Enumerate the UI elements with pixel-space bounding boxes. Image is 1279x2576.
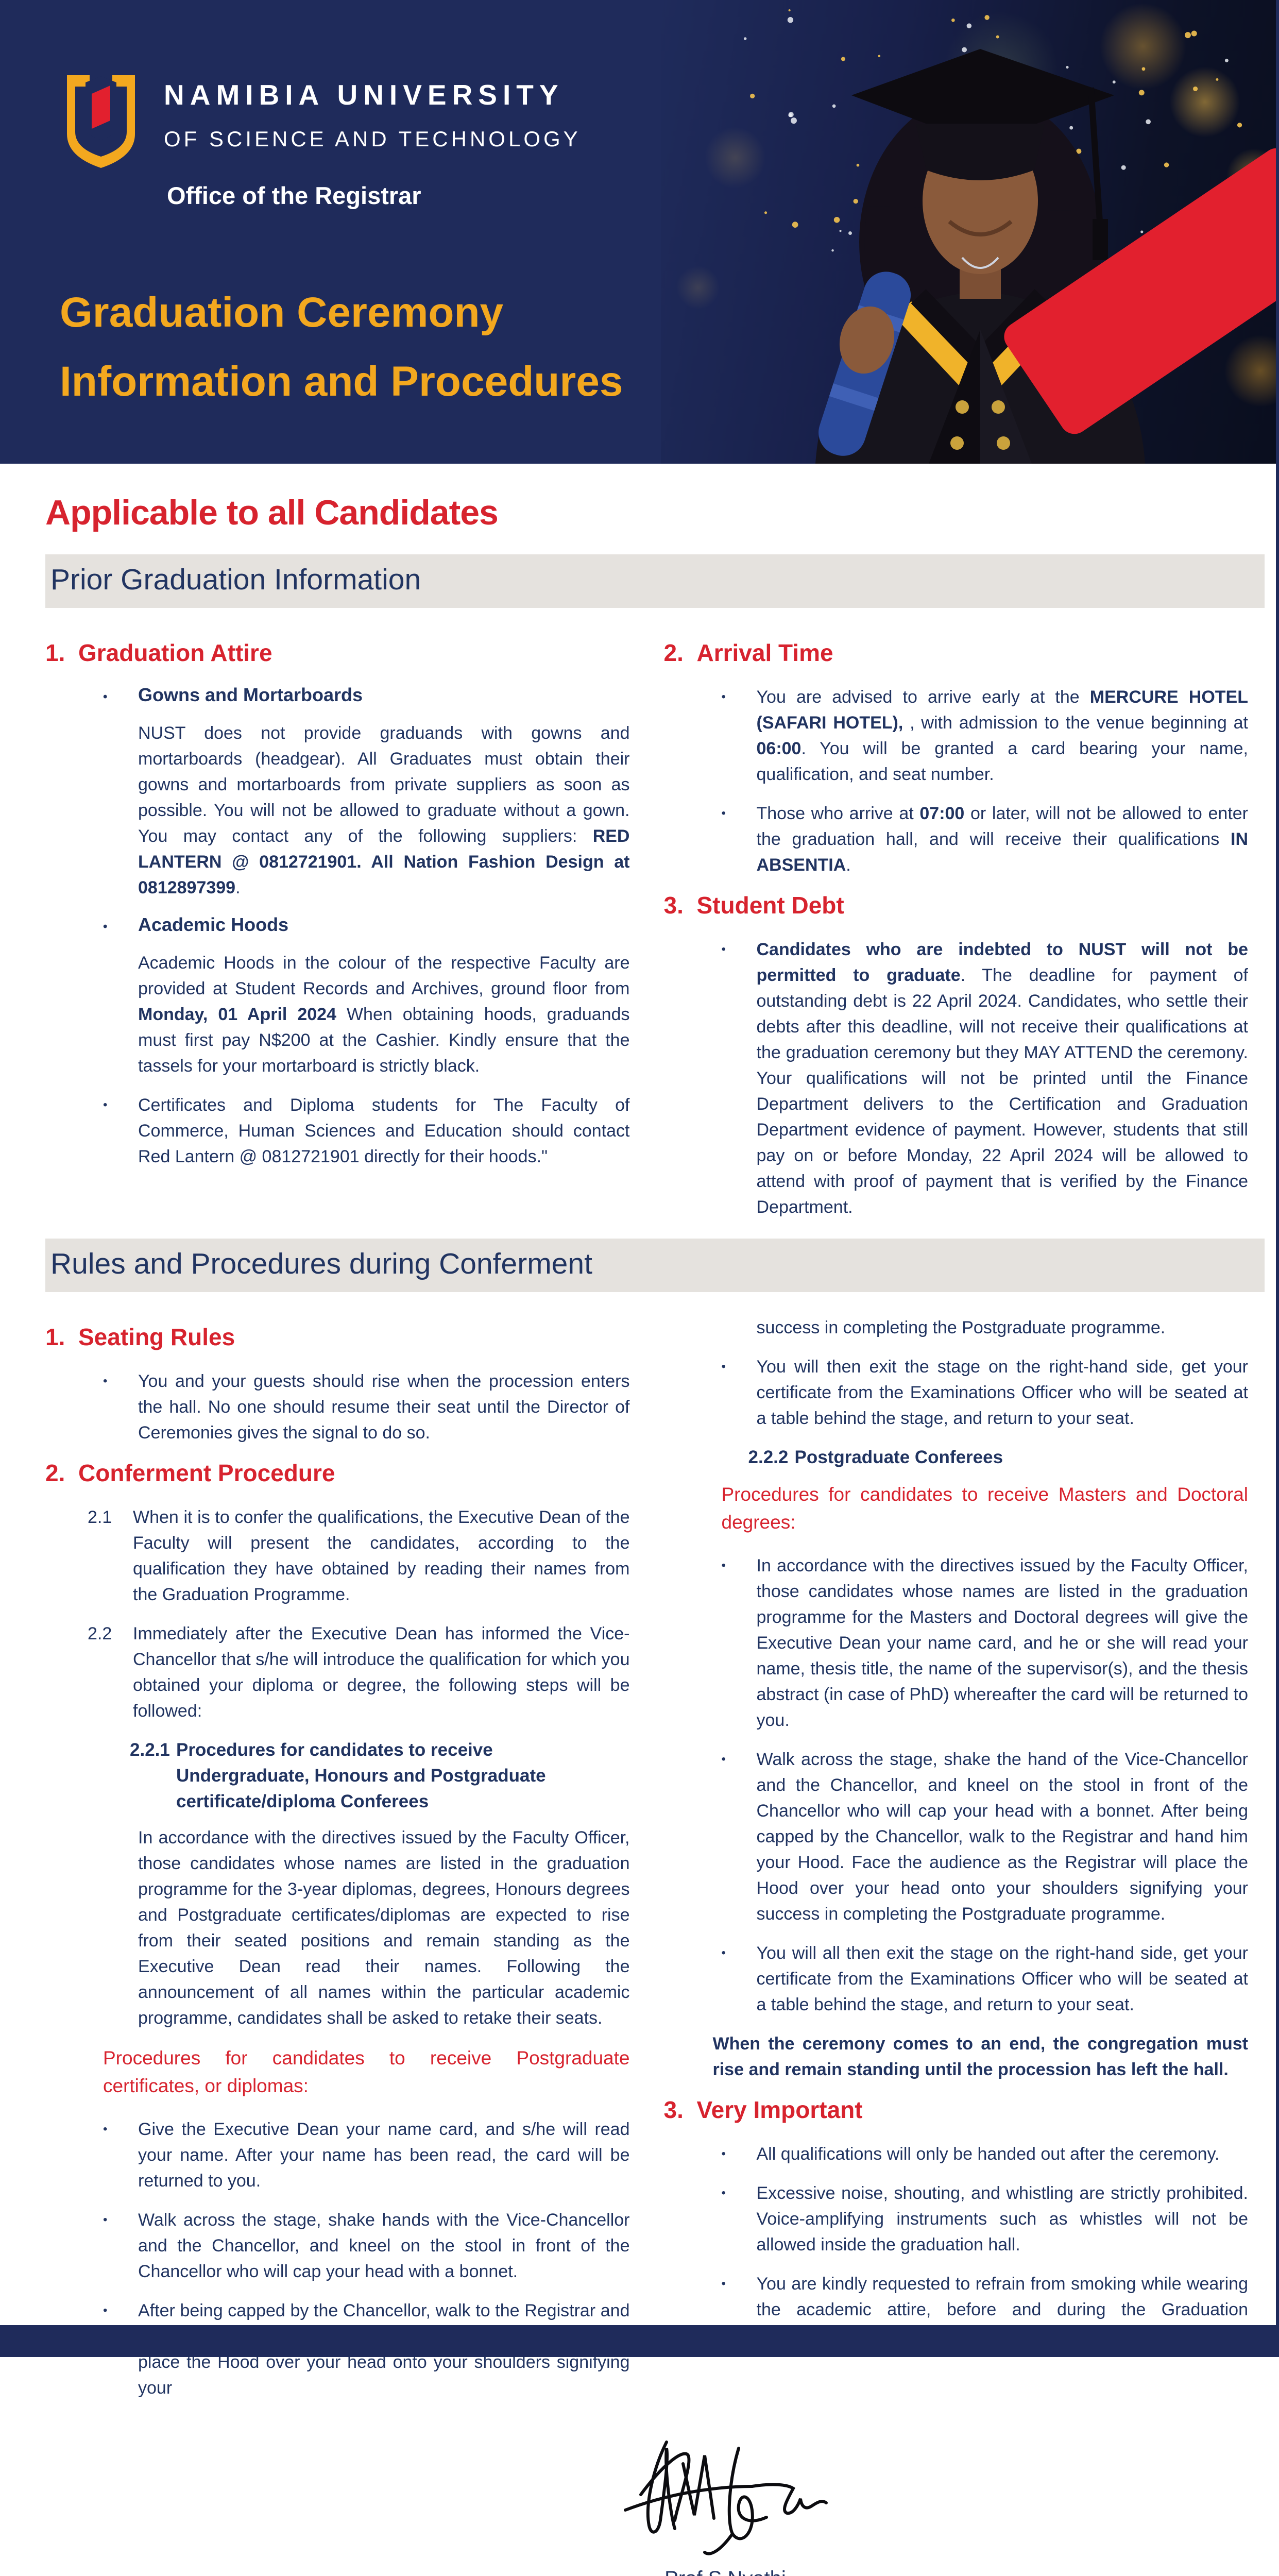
page-title-line1: Graduation Ceremony <box>60 289 504 336</box>
section-banner: Rules and Procedures during Conferment <box>45 1239 1265 1292</box>
left-column: 1. Seating Rules • You and your guests shou… <box>45 1315 630 2414</box>
numbered-subheading: 2.2.2 Postgraduate Conferees <box>748 1447 1003 1467</box>
bullet-item: • Those who arrive at 07:00 or later, wil… <box>721 804 1249 875</box>
university-name: NAMIBIA UNIVERSITY <box>164 79 564 111</box>
section-1: Prior Graduation Information 1. Graduation… <box>45 554 1265 1233</box>
section-heading: 2. Arrival Time <box>663 639 833 666</box>
sections-container: Prior Graduation Information 1. Graduation… <box>45 554 1265 2414</box>
section-heading: 2. Conferment Procedure <box>45 1460 335 1486</box>
section-heading: 1. Seating Rules <box>45 1324 235 1350</box>
bullet-item: • Candidates who are indebted to NUST wil… <box>721 940 1249 1217</box>
nust-logo-icon <box>60 71 142 172</box>
signature-icon <box>624 2441 828 2555</box>
sub-heading-red: Procedures for candidates to receive Pos… <box>103 2047 630 2096</box>
two-column-layout: 1. Seating Rules • You and your guests shou… <box>45 1315 1248 2414</box>
bullet-item: • You will all then exit the stage on the… <box>721 1943 1249 2014</box>
section-heading: 3. Student Debt <box>663 892 844 919</box>
bullet-item: • You are advised to arrive early at the … <box>721 687 1249 784</box>
numbered-paragraph: 2.1 When it is to confer the qualificatio… <box>88 1507 630 1604</box>
bullet-item: • You will then exit the stage on the rig… <box>721 1357 1249 1428</box>
numbered-subheading: 2.2.1 Procedures for candidates to receiv… <box>130 1740 546 1811</box>
applicable-heading: Applicable to all Candidates <box>45 493 499 532</box>
section-banner: Prior Graduation Information <box>45 554 1265 608</box>
bullet-item: • Certificates and Diploma students for T… <box>103 1095 630 1166</box>
section-heading: 3. Very Important <box>663 2096 863 2123</box>
page-title: Graduation Ceremony Information and Proc… <box>60 278 623 416</box>
office-of-registrar: Office of the Registrar <box>167 182 421 209</box>
bullet-heading: • Gowns and Mortarboards <box>103 684 363 705</box>
sub-heading-red: Procedures for candidates to receive Mas… <box>721 1484 1249 1533</box>
bullet-item: • All qualifications will only be handed … <box>721 2144 1220 2164</box>
paragraph: NUST does not provide graduands with gow… <box>138 723 630 897</box>
section-heading: 1. Graduation Attire <box>45 639 272 666</box>
section-2: Rules and Procedures during Conferment 1.… <box>45 1239 1265 2414</box>
bullet-item: • Give the Executive Dean your name card,… <box>103 2120 630 2191</box>
page-title-line2: Information and Procedures <box>60 358 623 405</box>
bullet-heading: • Academic Hoods <box>103 914 289 935</box>
header: NAMIBIA UNIVERSITY OF SCIENCE AND TECHNO… <box>0 0 1279 464</box>
right-column: 2. Arrival Time • You are advised to arrive… <box>664 631 1249 1233</box>
right-column: success in completing the Postgraduate p… <box>664 1315 1249 2362</box>
bold-note: When the ceremony comes to an end, the c… <box>712 2034 1249 2079</box>
continuation-paragraph: success in completing the Postgraduate p… <box>756 1318 1166 1337</box>
left-column: 1. Graduation Attire • Gowns and Mortarboar… <box>45 631 630 1183</box>
university-name-line2: OF SCIENCE AND TECHNOLOGY <box>164 127 581 151</box>
bullet-item: • Walk across the stage, shake hands with… <box>103 2210 630 2281</box>
bullet-item: • Walk across the stage, shake the hand o… <box>721 1750 1249 1924</box>
bullet-item: • You and your guests should rise when th… <box>103 1371 630 1443</box>
signature-block: Prof S Nyathi Registrar <box>566 2433 885 2576</box>
signatory-name: Prof S Nyathi <box>566 2567 885 2576</box>
numbered-paragraph: 2.2 Immediately after the Executive Dean … <box>88 1624 630 1721</box>
paragraph: Academic Hoods in the colour of the resp… <box>138 953 630 1076</box>
bullet-item: • Excessive noise, shouting, and whistlin… <box>721 2183 1249 2255</box>
bullet-item: • In accordance with the directives issue… <box>721 1556 1249 1730</box>
two-column-layout: 1. Graduation Attire • Gowns and Mortarboar… <box>45 631 1248 1233</box>
paragraph: In accordance with the directives issued… <box>138 1828 630 2028</box>
document-body: Applicable to all Candidates Prior Gradu… <box>0 464 1279 2576</box>
footer-bar <box>0 2325 1279 2357</box>
page-right-border <box>1276 0 1279 2357</box>
